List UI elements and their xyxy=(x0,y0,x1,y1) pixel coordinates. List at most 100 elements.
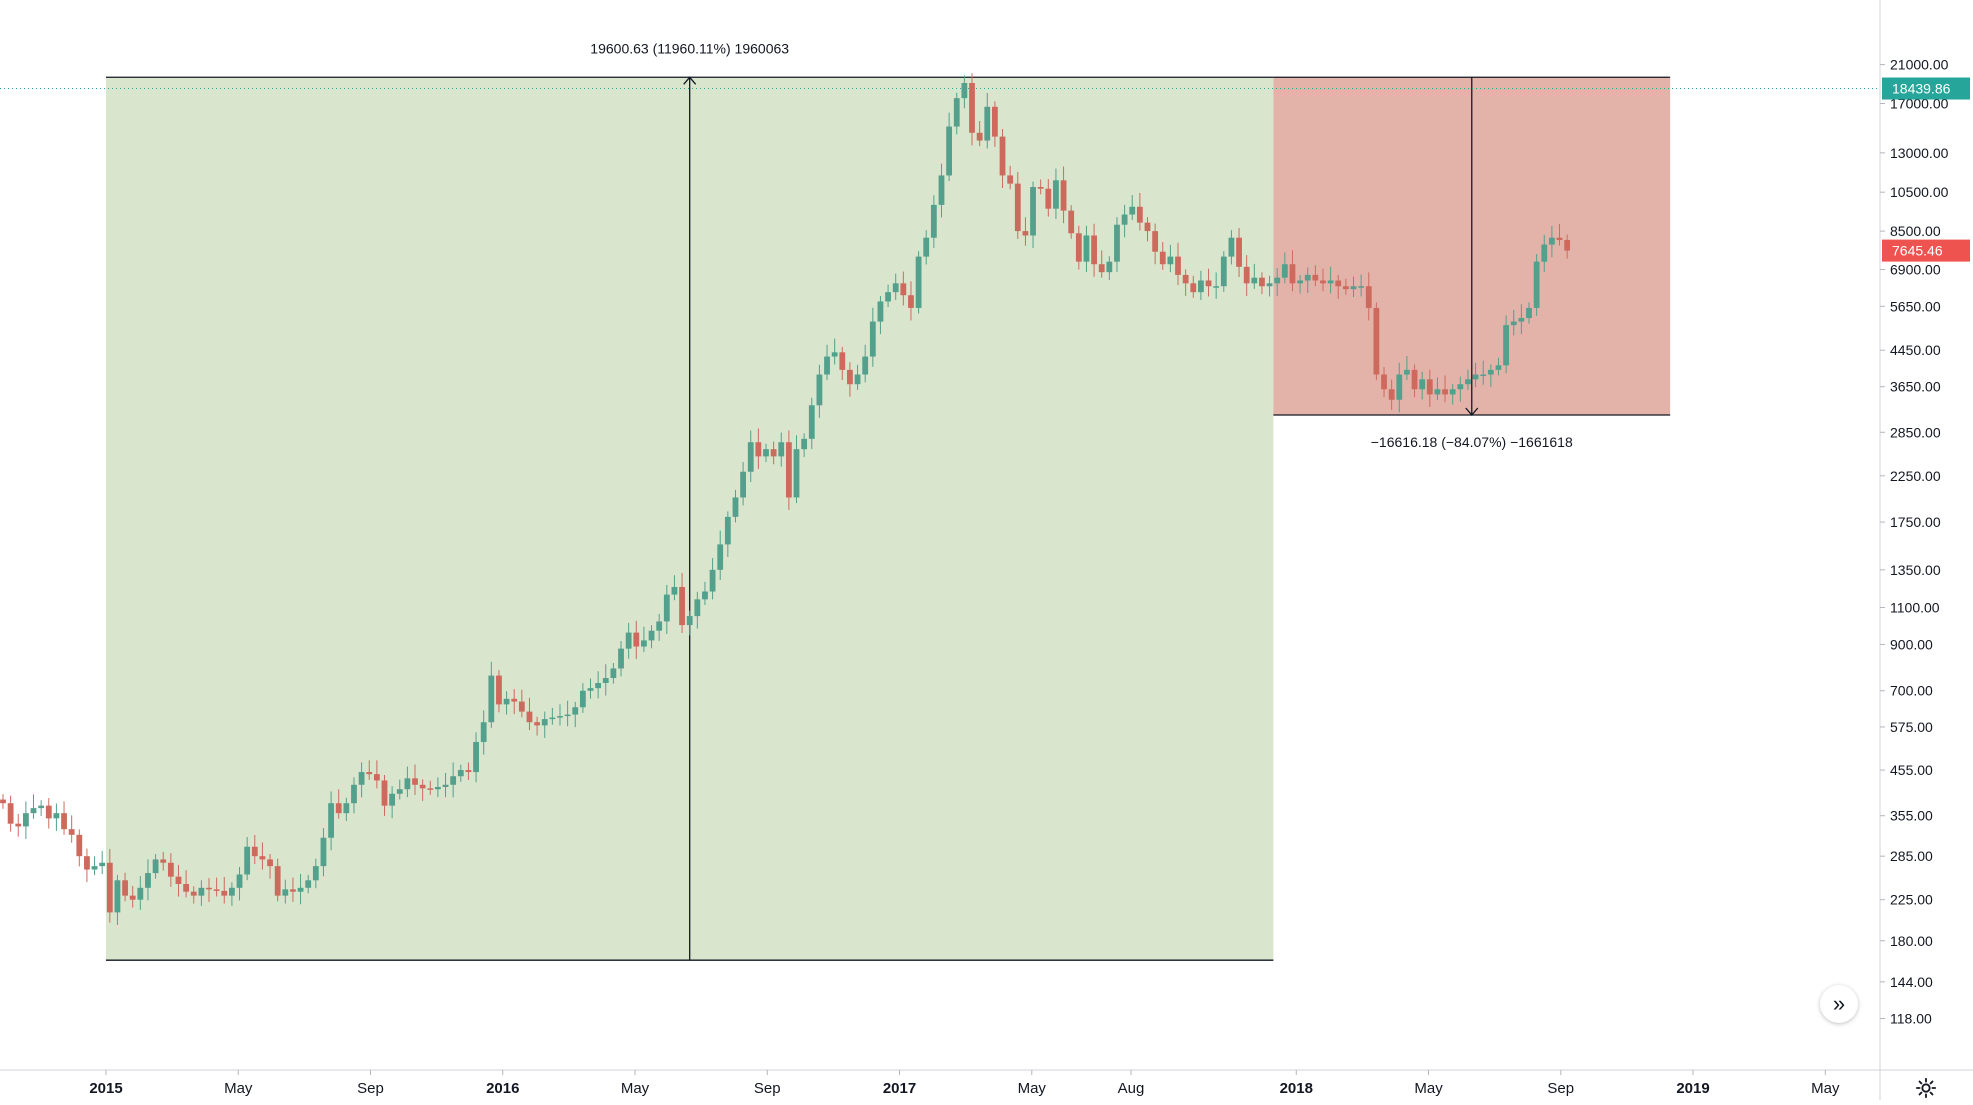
candle xyxy=(251,834,258,865)
candle-body xyxy=(1472,374,1479,380)
candle xyxy=(1426,369,1433,408)
candle xyxy=(732,489,739,523)
candle-body xyxy=(30,808,37,814)
price-tick-label: 2250.00 xyxy=(1890,468,1941,484)
candle xyxy=(633,620,640,660)
time-tick-label: 2017 xyxy=(883,1080,916,1097)
candle xyxy=(267,853,273,879)
candle xyxy=(1159,242,1166,270)
candle xyxy=(1060,166,1067,224)
candle xyxy=(511,689,518,715)
candle xyxy=(84,848,90,883)
time-tick-label: May xyxy=(224,1080,253,1097)
candle-body xyxy=(984,106,991,141)
candle xyxy=(679,573,685,633)
candle-body xyxy=(1243,266,1250,284)
price-tick-label: 700.00 xyxy=(1890,683,1933,699)
candle-body xyxy=(160,859,167,863)
candle-body xyxy=(1167,256,1174,265)
candle xyxy=(534,716,540,736)
candle-body xyxy=(206,887,212,890)
candle xyxy=(457,764,464,782)
candle-body xyxy=(1556,237,1563,240)
candle-body xyxy=(656,621,663,631)
candle xyxy=(0,794,6,809)
candle-body xyxy=(991,106,998,137)
price-tick-label: 2850.00 xyxy=(1890,424,1941,440)
candle xyxy=(1075,225,1082,270)
candle-body xyxy=(572,707,579,715)
candle-body xyxy=(808,405,815,439)
candle xyxy=(91,856,98,876)
settings-button[interactable] xyxy=(1914,1076,1938,1100)
candle xyxy=(961,75,968,109)
measure-arrowhead-rise xyxy=(683,76,697,85)
candle xyxy=(1541,234,1548,272)
candle xyxy=(129,885,136,908)
candle xyxy=(587,678,594,699)
candle xyxy=(801,433,808,458)
candle xyxy=(694,591,701,629)
candle-body xyxy=(595,683,602,689)
candle-body xyxy=(1342,286,1349,290)
candle xyxy=(991,101,998,147)
candle-body xyxy=(1457,384,1464,390)
candle xyxy=(1289,250,1296,292)
candle xyxy=(160,851,167,871)
candle-body xyxy=(625,632,632,649)
candle-body xyxy=(740,471,747,498)
candle xyxy=(579,683,586,713)
candle-body xyxy=(1068,210,1075,234)
candle-body xyxy=(122,880,128,896)
candle-body xyxy=(1106,261,1113,273)
candle-body xyxy=(473,741,479,773)
candle xyxy=(885,284,891,308)
candle xyxy=(1228,230,1235,265)
candle xyxy=(572,701,579,728)
candle xyxy=(778,432,785,467)
candle-body xyxy=(900,283,907,296)
candle xyxy=(1144,217,1151,242)
candle xyxy=(854,364,861,390)
candle-body xyxy=(145,873,151,888)
scroll-to-realtime-button[interactable]: » xyxy=(1820,985,1858,1023)
candle-body xyxy=(526,711,533,723)
candle xyxy=(190,886,197,904)
candle xyxy=(877,296,884,335)
candle xyxy=(45,798,52,829)
candle-body xyxy=(106,862,113,913)
candle xyxy=(915,251,922,314)
candle-body xyxy=(816,374,823,406)
candle-body xyxy=(763,449,769,457)
candle xyxy=(709,558,716,600)
candle-body xyxy=(1487,369,1494,375)
candle-body xyxy=(251,846,258,857)
candle-body xyxy=(152,859,159,874)
time-tick-label: May xyxy=(1414,1080,1443,1097)
candle xyxy=(1518,304,1525,335)
candle xyxy=(900,271,907,306)
candle-body xyxy=(1442,389,1448,395)
candle-body xyxy=(1510,321,1517,326)
candle-body xyxy=(366,772,373,775)
candle-body xyxy=(709,569,716,592)
candle-body xyxy=(1297,280,1303,284)
candle xyxy=(1510,309,1517,336)
candle xyxy=(244,837,251,881)
candle-body xyxy=(442,784,449,787)
candle xyxy=(1457,376,1464,402)
candle xyxy=(183,870,190,898)
candle xyxy=(618,641,624,677)
candle-body xyxy=(1236,237,1242,267)
candle-body xyxy=(1259,277,1265,287)
candle xyxy=(1213,272,1220,299)
candle-body xyxy=(1419,379,1426,390)
candle-body xyxy=(511,698,518,702)
candle-body xyxy=(358,772,365,785)
candle xyxy=(114,874,121,925)
candle xyxy=(1136,192,1143,231)
candle xyxy=(282,879,289,904)
candle xyxy=(1152,223,1159,265)
